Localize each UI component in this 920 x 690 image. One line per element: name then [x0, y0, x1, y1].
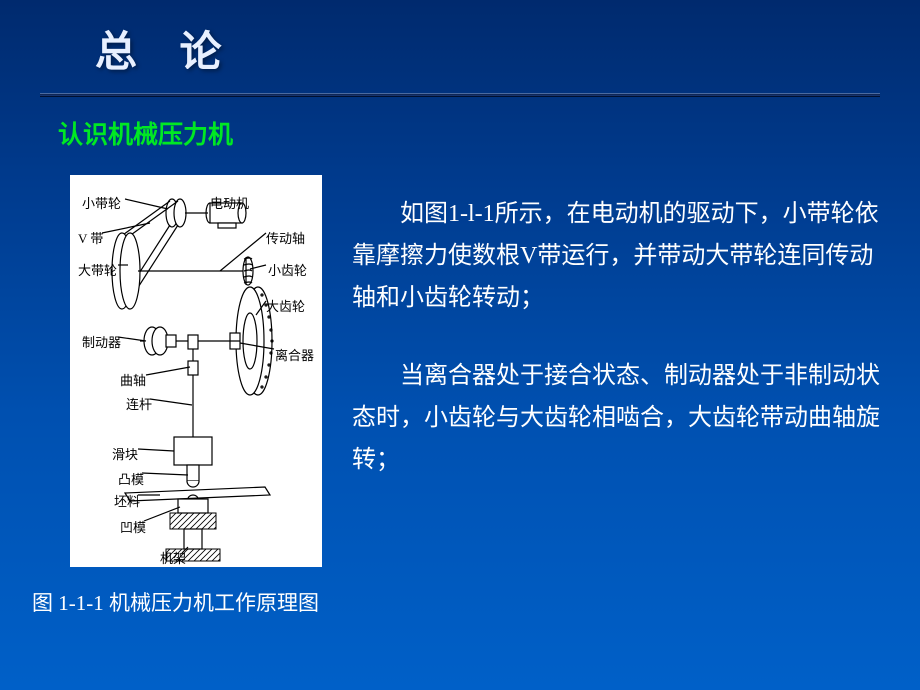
label-punch: 凸模 [118, 469, 144, 488]
label-blank: 坯料 [114, 491, 140, 510]
label-slider: 滑块 [112, 444, 138, 463]
title-underline [40, 93, 880, 97]
text-column: 如图1-l-1所示，在电动机的驱动下，小带轮依靠摩擦力使数根V带运行，并带动大带… [352, 175, 880, 617]
figure-column: 小带轮 电动机 V 带 传动轴 大带轮 小齿轮 大齿轮 制动器 离合器 曲轴 连… [70, 175, 322, 617]
label-v-belt: V 带 [78, 228, 103, 247]
paragraph-1: 如图1-l-1所示，在电动机的驱动下，小带轮依靠摩擦力使数根V带运行，并带动大带… [352, 193, 880, 319]
mechanism-diagram: 小带轮 电动机 V 带 传动轴 大带轮 小齿轮 大齿轮 制动器 离合器 曲轴 连… [70, 175, 322, 567]
label-crankshaft: 曲轴 [120, 370, 146, 389]
page-title: 总 论 [95, 18, 920, 79]
label-motor: 电动机 [210, 193, 249, 212]
subtitle: 认识机械压力机 [58, 115, 920, 151]
label-frame: 机架 [160, 548, 186, 567]
label-big-pulley: 大带轮 [78, 260, 117, 279]
label-small-pulley: 小带轮 [82, 193, 121, 212]
label-brake: 制动器 [82, 332, 121, 351]
label-big-gear: 大齿轮 [266, 296, 305, 315]
title-area: 总 论 [0, 0, 920, 79]
label-drive-shaft: 传动轴 [266, 228, 305, 247]
label-die: 凹模 [120, 517, 146, 536]
label-conrod: 连杆 [126, 394, 152, 413]
label-clutch: 离合器 [275, 345, 314, 364]
paragraph-2: 当离合器处于接合状态、制动器处于非制动状态时，小齿轮与大齿轮相啮合，大齿轮带动曲… [352, 355, 880, 481]
label-small-gear: 小齿轮 [268, 260, 307, 279]
figure-caption: 图 1-1-1 机械压力机工作原理图 [32, 587, 322, 617]
content-row: 小带轮 电动机 V 带 传动轴 大带轮 小齿轮 大齿轮 制动器 离合器 曲轴 连… [0, 151, 920, 617]
